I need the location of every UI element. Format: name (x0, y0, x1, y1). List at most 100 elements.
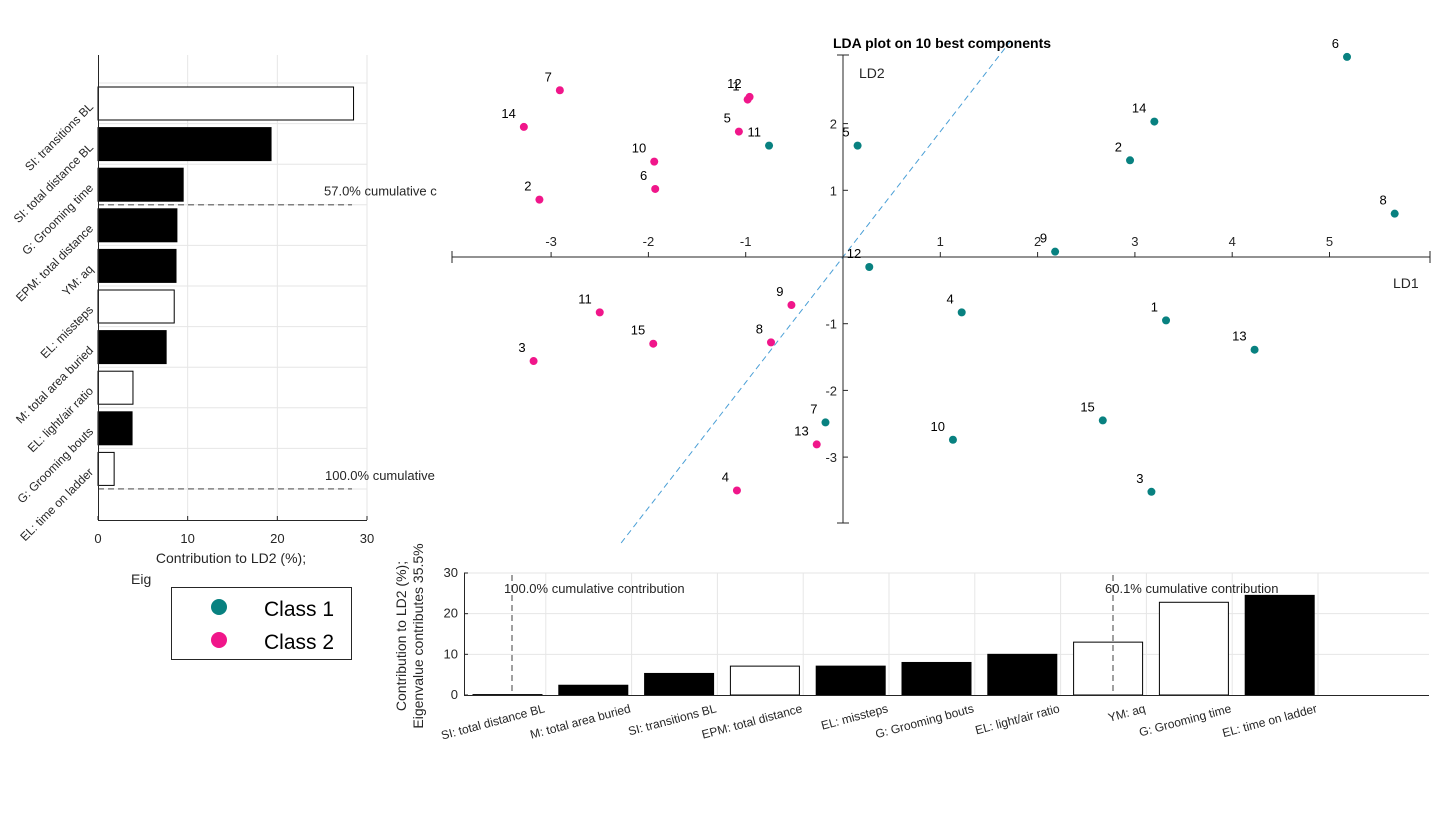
bottom-bar-3 (644, 672, 715, 696)
left-bar-x-tick-label: 30 (360, 531, 374, 546)
class-1-point-5 (853, 141, 862, 150)
left-bar-2 (97, 127, 272, 162)
lda-y-tick-label: 1 (830, 183, 837, 198)
lda-y-tick-label: -2 (825, 383, 837, 398)
legend-marker-class-2 (211, 632, 227, 648)
lda-x-tick-label: -1 (740, 234, 752, 249)
left-bar-9 (97, 411, 133, 446)
class-2-point-label-5: 5 (724, 111, 731, 126)
class-2-point-12 (745, 92, 754, 101)
legend-label-class-1: Class 1 (264, 598, 334, 621)
class-2-point-4 (732, 486, 741, 495)
class-1-point-3 (1147, 487, 1156, 496)
bottom-bar-5 (815, 665, 886, 696)
class-1-point-13 (1250, 345, 1259, 354)
bottom-bar-8 (1073, 641, 1144, 696)
bottom-bar-y-axis-label-line2: Eigenvalue contributes 35.5% (410, 543, 426, 728)
class-1-point-2 (1126, 156, 1135, 165)
left-bar-1 (97, 86, 355, 121)
class-1-point-9 (1051, 247, 1060, 256)
left-bar-8 (97, 370, 134, 405)
class-1-point-label-6: 6 (1332, 36, 1339, 51)
left-bar-x-tick-label: 20 (270, 531, 284, 546)
class-2-point-label-2: 2 (524, 179, 531, 194)
lda-y-tick-label: -1 (825, 317, 837, 332)
class-1-point-12 (865, 263, 874, 272)
class-2-point-7 (555, 86, 564, 95)
left-bar-cumulative-annotation: 100.0% cumulative (325, 468, 435, 483)
left-bar-5 (97, 248, 177, 283)
bottom-bar-y-tick-label: 20 (444, 606, 458, 621)
left-bar-4 (97, 208, 178, 243)
class-2-point-label-10: 10 (632, 141, 646, 156)
class-1-point-11 (765, 141, 774, 150)
bottom-bar-cumulative-annotation: 60.1% cumulative contribution (1105, 581, 1278, 596)
bottom-bar-y-axis-label: Contribution to LD2 (%); (393, 561, 409, 711)
class-2-point-label-13: 13 (794, 423, 808, 438)
class-2-point-label-12: 12 (727, 76, 741, 91)
bottom-bar-cumulative-annotation: 100.0% cumulative contribution (504, 581, 685, 596)
bottom-bar-9 (1158, 601, 1229, 696)
left-bar-x-axis-label-line2: Eig (131, 571, 151, 587)
bottom-bar-6 (901, 661, 972, 696)
class-1-point-label-12: 12 (847, 246, 861, 261)
left-bar-7 (97, 330, 167, 365)
lda-diagonal-dashed-line (620, 41, 1011, 544)
class-2-point-label-14: 14 (501, 106, 515, 121)
class-2-point-8 (766, 338, 775, 347)
bottom-bar-y-tick-label: 30 (444, 565, 458, 580)
left-bar-gridlines (98, 55, 368, 520)
left-bar-cumulative-annotation: 57.0% cumulative c (324, 184, 437, 199)
class-2-point-15 (649, 339, 658, 348)
lda-y-tick-label: -3 (825, 450, 837, 465)
class-1-point-label-13: 13 (1232, 329, 1246, 344)
class-1-point-15 (1098, 416, 1107, 425)
left-bar-10 (97, 451, 115, 486)
class-2-point-label-4: 4 (722, 469, 729, 484)
class-1-point-label-1: 1 (1151, 299, 1158, 314)
class-2-point-label-7: 7 (545, 69, 552, 84)
lda-x-tick-label: 5 (1326, 234, 1333, 249)
class-2-point-label-8: 8 (756, 321, 763, 336)
lda-points (519, 52, 1399, 496)
class-2-point-label-15: 15 (631, 323, 645, 338)
lda-y-axis-label: LD2 (859, 65, 885, 81)
class-2-point-label-9: 9 (776, 284, 783, 299)
class-1-point-label-14: 14 (1132, 101, 1146, 116)
class-2-point-9 (787, 301, 796, 310)
class-2-point-13 (812, 440, 821, 449)
class-1-point-label-5: 5 (842, 125, 849, 140)
class-1-point-1 (1162, 316, 1171, 325)
bottom-bar-bars (472, 594, 1315, 696)
lda-plot-title: LDA plot on 10 best components (833, 35, 1051, 51)
lda-x-tick-label: 3 (1131, 234, 1138, 249)
left-bar-cumulative-lines: 57.0% cumulative c 100.0% cumulative (98, 184, 437, 490)
class-1-point-6 (1343, 52, 1352, 61)
lda-x-tick-label: 4 (1229, 234, 1236, 249)
left-bar-x-tick-label: 10 (180, 531, 194, 546)
lda-x-axis-label: LD1 (1393, 275, 1419, 291)
class-2-point-11 (595, 308, 604, 317)
class-1-point-label-10: 10 (930, 419, 944, 434)
lda-scatter-plot: -3 -2 -1 1 2 3 4 5-3-2-112 12345678910111213141… (451, 35, 1431, 544)
class-1-point-label-3: 3 (1136, 471, 1143, 486)
class-1-point-label-4: 4 (946, 291, 953, 306)
class-1-point-label-7: 7 (810, 401, 817, 416)
lda-x-tick-label: 2 (1034, 234, 1041, 249)
class-2-point-label-1: 1 (732, 79, 739, 94)
class-1-point-label-9: 9 (1040, 231, 1047, 246)
left-bar-6 (97, 289, 175, 324)
class-2-point-2 (535, 195, 544, 204)
left-bar-x-axis-label: Contribution to LD2 (%); (156, 550, 306, 566)
class-1-point-10 (948, 435, 957, 444)
class-1-point-4 (957, 308, 966, 317)
legend: Class 1 Class 2 (171, 587, 352, 660)
bottom-bar-y-tick-label: 0 (451, 687, 458, 702)
class-1-point-label-15: 15 (1080, 399, 1094, 414)
class-1-point-8 (1390, 209, 1399, 218)
lda-axes (451, 54, 1431, 524)
legend-label-class-2: Class 2 (264, 631, 334, 654)
class-2-point-6 (651, 184, 660, 193)
left-bar-bars (97, 86, 355, 486)
